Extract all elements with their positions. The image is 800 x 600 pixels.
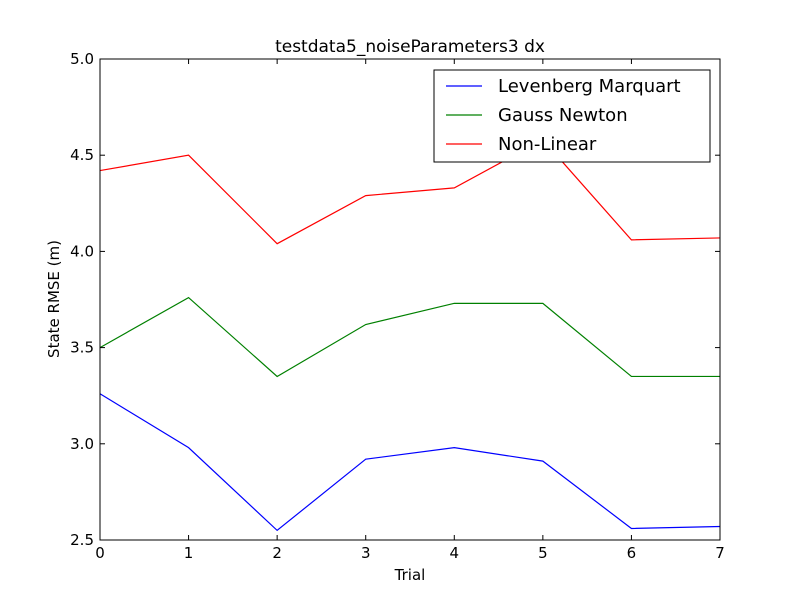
x-tick-label: 7	[715, 544, 725, 562]
series-line-non-linear	[99, 139, 721, 245]
series-line-gauss-newton	[99, 296, 720, 378]
x-tick-label: 1	[184, 544, 194, 562]
x-tick-label: 6	[627, 544, 637, 562]
legend-label-levenberg-marquart: Levenberg Marquart	[498, 76, 681, 97]
x-axis-label: Trial	[394, 566, 426, 584]
legend-box	[433, 69, 711, 163]
plot-area: 0 1 2 3 4 5 6 7 2.5 3.0 3.5 4.0 4.5 5.0 Levenberg Marq…	[70, 50, 725, 562]
plot-frame	[99, 58, 721, 541]
y-tick-label: 2.5	[70, 531, 94, 549]
x-tick-label: 2	[272, 544, 282, 562]
y-tick-label: 4.5	[70, 146, 94, 164]
series-line-levenberg-marquart	[99, 393, 721, 532]
legend-label-non-linear: Non-Linear	[498, 134, 597, 155]
x-tick-label: 4	[450, 544, 460, 562]
chart-legend: Levenberg Marquart Gauss Newton Non-Linear	[433, 69, 711, 163]
x-tick-label: 5	[538, 544, 548, 562]
chart-title: testdata5_noiseParameters3 dx	[275, 37, 545, 57]
y-tick-label: 4.0	[70, 242, 94, 260]
y-tick-label: 3.0	[70, 435, 94, 453]
legend-label-gauss-newton: Gauss Newton	[498, 105, 628, 126]
y-axis-label: State RMSE (m)	[45, 240, 63, 358]
x-tick-label: 3	[361, 544, 371, 562]
y-tick-label: 5.0	[70, 50, 94, 68]
y-tick-label: 3.5	[70, 339, 94, 357]
x-tick-label: 0	[95, 544, 105, 562]
